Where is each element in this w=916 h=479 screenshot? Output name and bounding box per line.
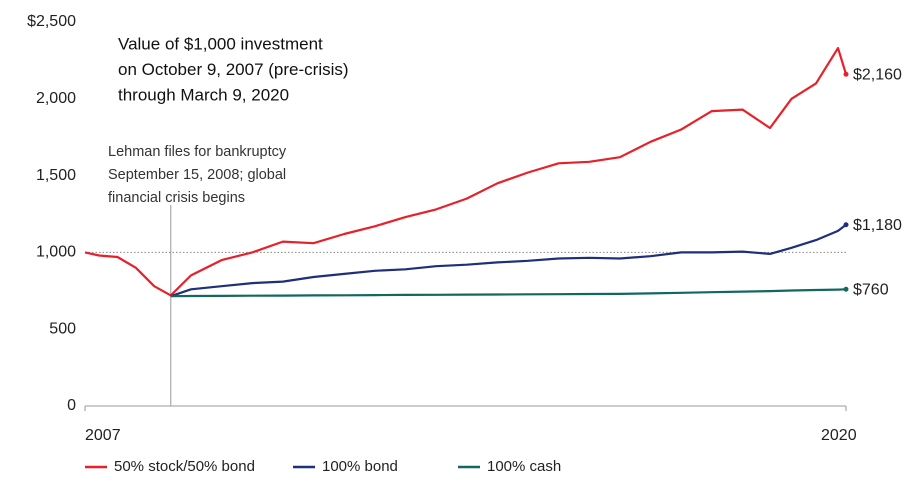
end-label: $760 <box>853 281 889 298</box>
y-tick-label: 1,500 <box>36 167 76 184</box>
y-tick-label: $2,500 <box>27 13 76 30</box>
x-tick-label: 2007 <box>85 427 121 444</box>
chart-title: through March 9, 2020 <box>118 85 289 104</box>
end-point <box>843 222 849 228</box>
y-tick-label: 500 <box>49 320 76 337</box>
x-tick-label: 2020 <box>821 427 857 444</box>
legend-label: 50% stock/50% bond <box>114 458 255 475</box>
legend-label: 100% cash <box>487 458 561 475</box>
end-point <box>843 286 849 292</box>
annotation-text: September 15, 2008; global <box>108 167 286 183</box>
annotation-text: Lehman files for bankruptcy <box>108 144 287 160</box>
y-tick-label: 0 <box>67 397 76 414</box>
end-label: $1,180 <box>853 217 902 234</box>
annotation-text: financial crisis begins <box>108 190 245 206</box>
series-line <box>170 288 847 298</box>
series-line <box>170 223 847 298</box>
end-point <box>843 71 849 77</box>
y-tick-label: 1,000 <box>36 244 76 261</box>
y-tick-label: 2,000 <box>36 90 76 107</box>
legend-label: 100% bond <box>322 458 398 475</box>
end-label: $2,160 <box>853 66 902 83</box>
chart-title: Value of $1,000 investment <box>118 34 323 53</box>
chart-title: on October 9, 2007 (pre-crisis) <box>118 60 349 79</box>
series-line <box>84 47 848 297</box>
